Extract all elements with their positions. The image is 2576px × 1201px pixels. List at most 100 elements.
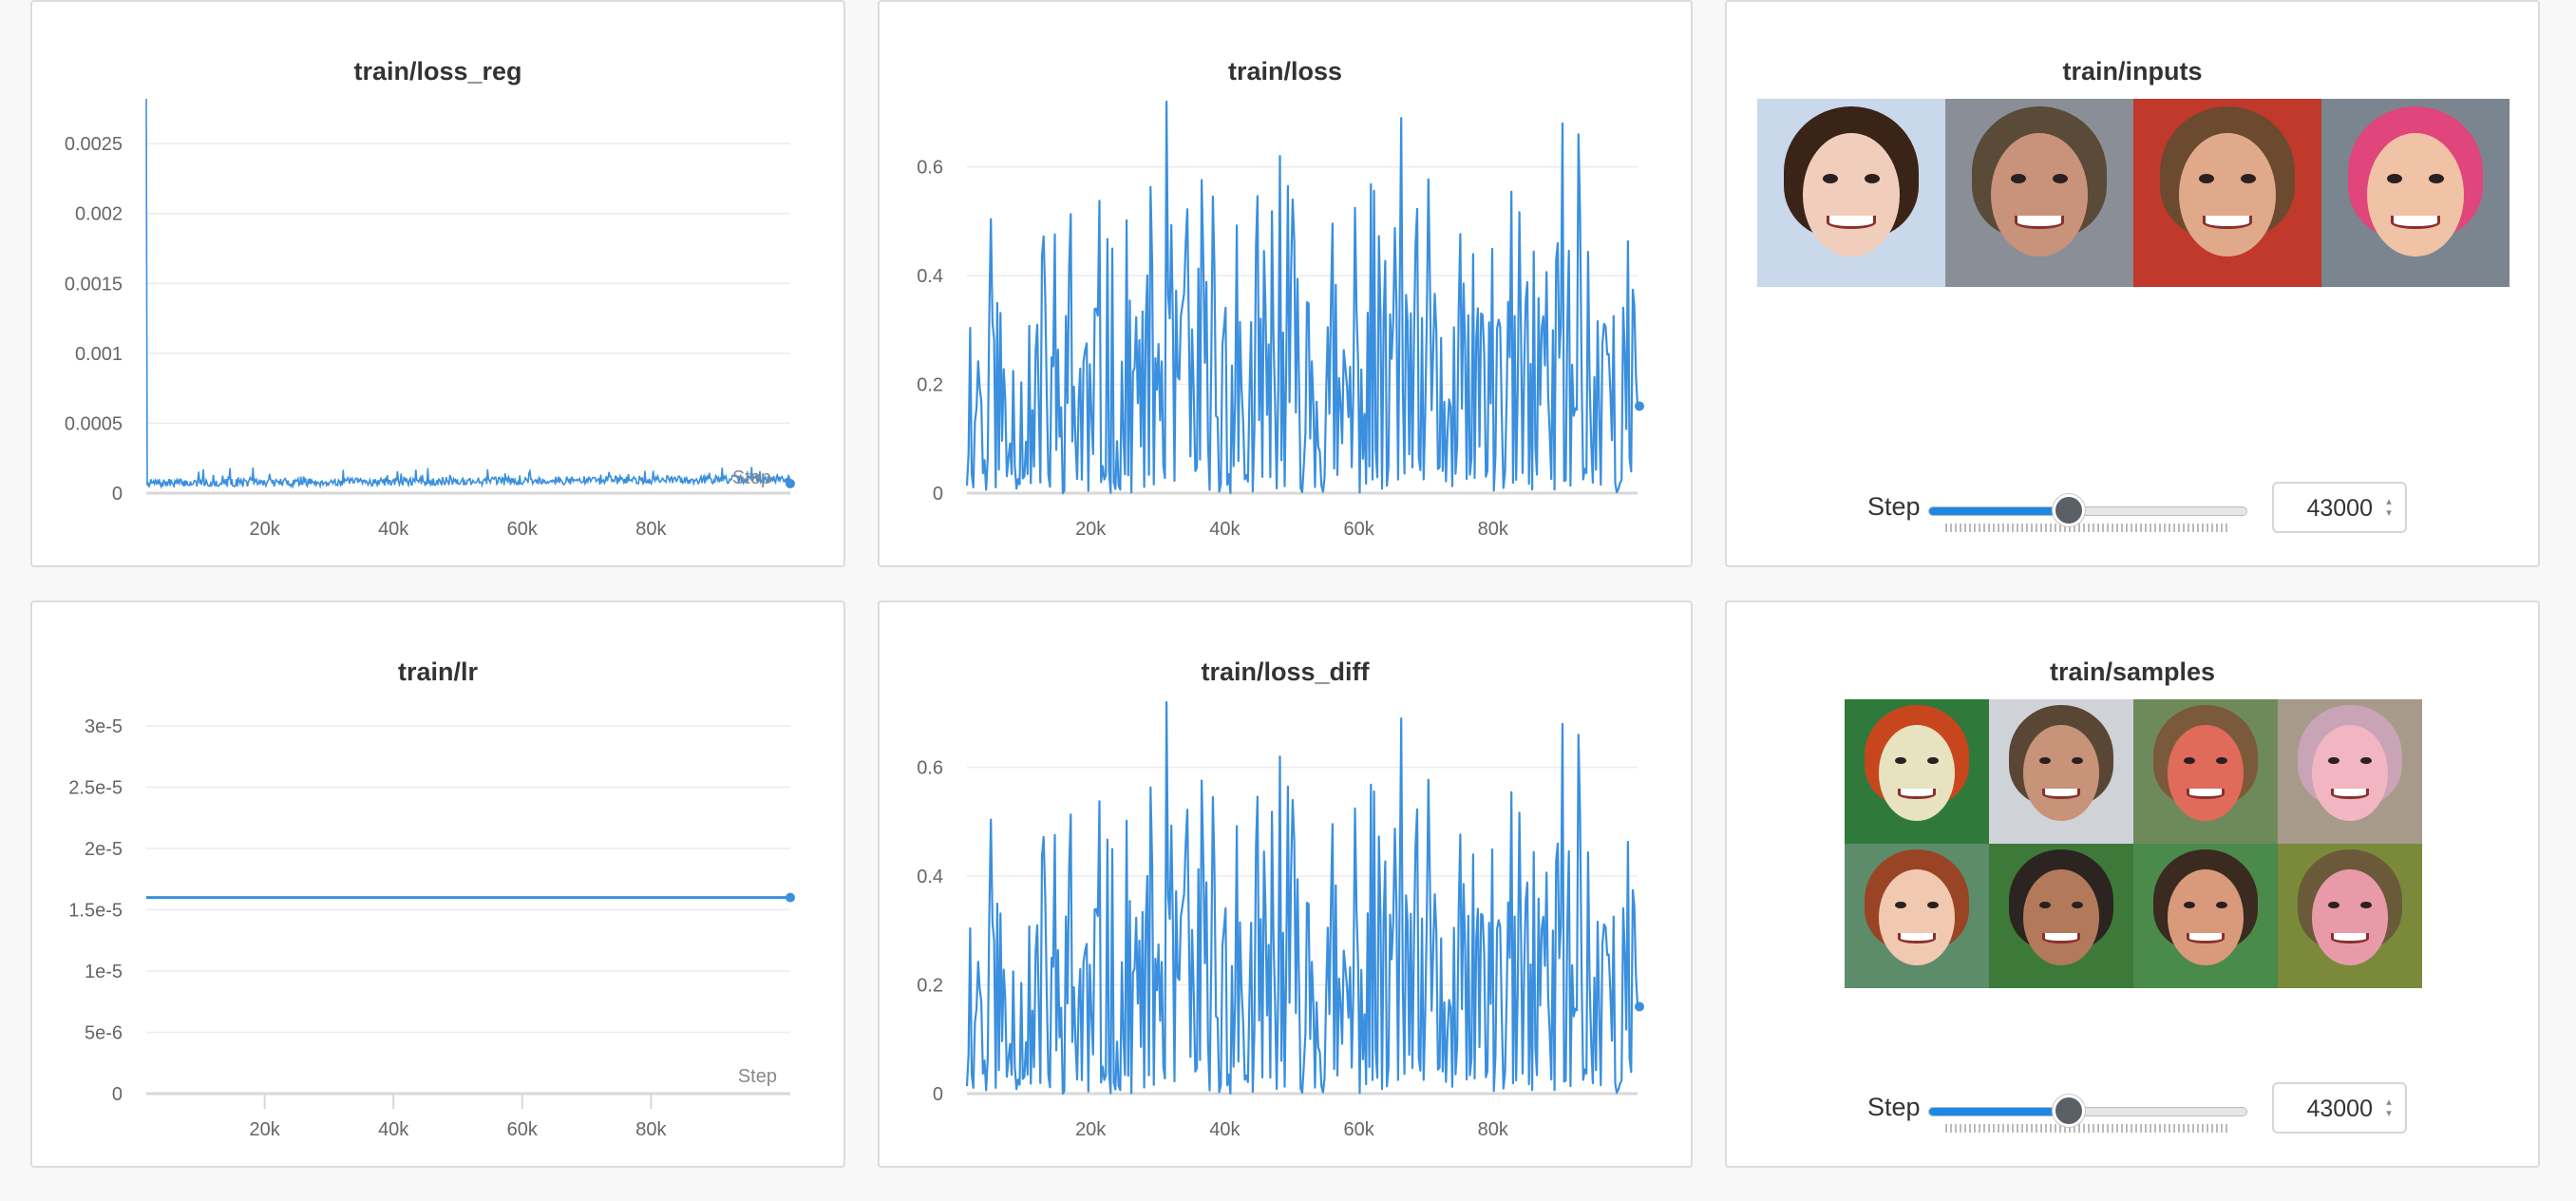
- face-shape: [2023, 725, 2099, 821]
- x-axis-title: Step: [732, 467, 771, 488]
- y-tick-label: 2.5e-5: [68, 778, 123, 799]
- x-tick-label: 60k: [507, 519, 539, 540]
- eye-shape: [2184, 901, 2196, 909]
- x-tick-label: 80k: [635, 1119, 667, 1140]
- baby-pink-hat-image[interactable]: [2321, 99, 2510, 287]
- x-tick-label: 20k: [1075, 1119, 1107, 1140]
- y-tick-label: 0: [112, 484, 123, 505]
- step-control: Step 43000 ▴ ▾: [1727, 1082, 2538, 1139]
- mouth-shape: [2042, 789, 2080, 799]
- x-tick-label: 60k: [507, 1119, 539, 1140]
- eye-shape: [2428, 174, 2444, 184]
- face-shape: [2168, 869, 2244, 965]
- eye-shape: [2387, 174, 2403, 184]
- y-tick-label: 0.002: [75, 204, 123, 225]
- sample-child-field-image[interactable]: [2278, 844, 2422, 988]
- step-slider-fill: [1929, 507, 2066, 515]
- y-tick-label: 1.5e-5: [68, 901, 123, 922]
- step-slider-fill: [1929, 1108, 2066, 1115]
- series-endpoint[interactable]: [786, 892, 795, 903]
- series-endpoint[interactable]: [786, 479, 795, 488]
- series-endpoint[interactable]: [1635, 1001, 1644, 1012]
- mouth-shape: [2331, 933, 2369, 944]
- loss-chart[interactable]: 0.6 0.4 0.2 0 20k 40k 60k 80k: [880, 2, 1695, 569]
- series-endpoint[interactable]: [1635, 401, 1644, 411]
- y-tick-label: 0.0025: [65, 134, 123, 155]
- y-tick-label: 0.0005: [65, 413, 123, 434]
- y-tick-label: 1e-5: [85, 962, 123, 982]
- mouth-shape: [2203, 215, 2252, 229]
- mouth-shape: [2331, 789, 2369, 799]
- face-shape: [2312, 725, 2388, 821]
- step-slider[interactable]: [1928, 1107, 2247, 1116]
- sample-man-stubble-image[interactable]: [1989, 699, 2133, 844]
- sample-man-beard-image[interactable]: [1989, 844, 2133, 988]
- face-shape: [2178, 132, 2277, 257]
- mouth-shape: [1898, 933, 1936, 944]
- eye-shape: [2071, 756, 2083, 765]
- step-input[interactable]: 43000 ▴ ▾: [2272, 1082, 2407, 1134]
- smiling-young-man-image[interactable]: [2133, 99, 2321, 287]
- face-shape: [2168, 725, 2244, 821]
- media-title: train/inputs: [2062, 57, 2203, 86]
- x-axis-title: Step: [738, 1066, 777, 1087]
- eye-shape: [2328, 756, 2340, 765]
- eye-shape: [2052, 174, 2068, 184]
- sample-woman-vintage-image[interactable]: [1845, 844, 1989, 988]
- mouth-shape: [2042, 933, 2080, 944]
- loss-diff-chart[interactable]: 0.6 0.4 0.2 0 20k 40k 60k 80k: [880, 602, 1695, 1170]
- y-tick-label: 5e-6: [85, 1023, 123, 1044]
- sample-man-smiling-image[interactable]: [2133, 699, 2278, 844]
- mouth-shape: [2187, 789, 2225, 799]
- y-tick-label: 0.2: [917, 976, 943, 997]
- series-line: [145, 98, 791, 490]
- eye-shape: [2184, 756, 2196, 765]
- x-tick-label: 40k: [378, 1119, 409, 1140]
- mouth-shape: [2391, 215, 2440, 229]
- x-tick-label: 80k: [1478, 1119, 1509, 1140]
- face-shape: [1879, 869, 1955, 965]
- spin-arrows-icon[interactable]: ▴ ▾: [2386, 1096, 2392, 1119]
- eye-shape: [2359, 756, 2372, 765]
- y-tick-label: 0.001: [75, 344, 123, 365]
- chart-title: train/loss_reg: [353, 57, 522, 86]
- smiling-woman-vintage-image[interactable]: [1757, 99, 1945, 287]
- y-tick-label: 0.4: [917, 867, 943, 887]
- man-portrait-image[interactable]: [1945, 99, 2133, 287]
- y-tick-label: 2e-5: [85, 839, 123, 860]
- step-slider-thumb[interactable]: [2053, 494, 2085, 526]
- loss-reg-chart[interactable]: 0.0025 0.002 0.0015 0.001 0.0005 0 20k 40k 60k 80…: [32, 2, 847, 569]
- eye-shape: [2215, 756, 2227, 765]
- mouth-shape: [1827, 215, 1876, 229]
- y-tick-label: 0.0015: [65, 274, 123, 295]
- spin-arrows-icon[interactable]: ▴ ▾: [2386, 496, 2392, 519]
- sample-man-beard-2-image[interactable]: [2133, 844, 2278, 988]
- eye-shape: [2240, 174, 2256, 184]
- eye-shape: [1926, 901, 1939, 909]
- mouth-shape: [2015, 215, 2064, 229]
- mouth-shape: [2187, 933, 2225, 944]
- x-tick-label: 20k: [249, 1119, 280, 1140]
- face-shape: [2366, 132, 2465, 257]
- step-slider[interactable]: [1928, 506, 2247, 516]
- step-slider-thumb[interactable]: [2053, 1095, 2085, 1127]
- sample-woman-red-hair-image[interactable]: [1845, 699, 1989, 844]
- x-tick-label: 40k: [378, 519, 409, 540]
- y-tick-label: 0.4: [917, 266, 943, 287]
- panel-lr: train/lr 3e-5 2.5e-5 2e-5 1.5e-5 1e-5 5e-6 0 20…: [30, 600, 845, 1168]
- lr-chart[interactable]: 3e-5 2.5e-5 2e-5 1.5e-5 1e-5 5e-6 0 20k 40k 60k 80…: [32, 602, 847, 1170]
- step-input[interactable]: 43000 ▴ ▾: [2272, 482, 2407, 533]
- eye-shape: [2328, 901, 2340, 909]
- y-tick-label: 0.6: [917, 758, 943, 779]
- eye-shape: [2039, 756, 2052, 765]
- y-tick-label: 0: [112, 1084, 123, 1105]
- step-input-value: 43000: [2306, 495, 2373, 522]
- inputs-image-grid: [1757, 99, 2510, 287]
- sample-baby-image[interactable]: [2278, 699, 2422, 844]
- y-tick-label: 3e-5: [85, 716, 123, 737]
- face-shape: [1802, 132, 1901, 257]
- eye-shape: [1895, 756, 1907, 765]
- x-tick-label: 40k: [1209, 1119, 1241, 1140]
- y-tick-label: 0: [933, 1084, 943, 1105]
- eye-shape: [2215, 901, 2227, 909]
